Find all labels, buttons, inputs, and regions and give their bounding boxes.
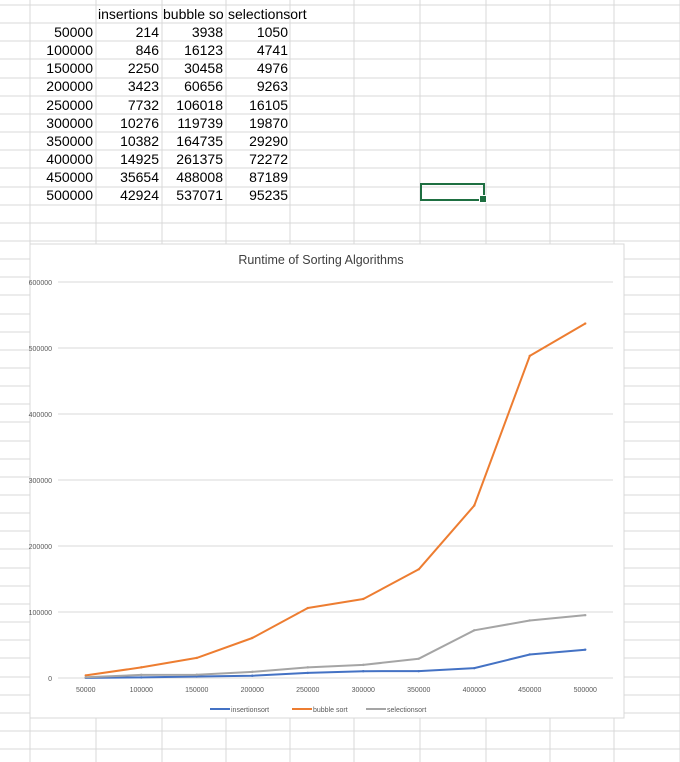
series-line[interactable] bbox=[85, 614, 586, 679]
table-cell[interactable]: 87189 bbox=[249, 169, 288, 186]
table-cell[interactable]: 300000 bbox=[46, 114, 93, 131]
table-cell[interactable]: 164735 bbox=[176, 132, 223, 149]
table-cell[interactable]: 500000 bbox=[46, 187, 93, 204]
table-cell[interactable]: 14925 bbox=[120, 151, 159, 168]
table-cell[interactable]: 400000 bbox=[46, 151, 93, 168]
table-cell[interactable]: 30458 bbox=[184, 60, 223, 77]
table-cell[interactable]: 42924 bbox=[120, 187, 159, 204]
table-cell[interactable]: 50000 bbox=[54, 24, 93, 40]
table-cell[interactable]: 19870 bbox=[249, 114, 288, 131]
table-cell[interactable]: 200000 bbox=[46, 78, 93, 95]
series-line[interactable] bbox=[85, 322, 586, 677]
series-line[interactable] bbox=[85, 648, 586, 679]
selected-cell[interactable] bbox=[420, 183, 487, 203]
table-cell[interactable]: 9263 bbox=[256, 78, 288, 95]
table-cell[interactable]: 106018 bbox=[176, 96, 223, 113]
table-cell[interactable]: 3938 bbox=[191, 24, 223, 40]
table-cell[interactable]: 214 bbox=[135, 24, 159, 40]
table-cell[interactable]: 60656 bbox=[184, 78, 223, 95]
table-cell[interactable]: 1050 bbox=[256, 24, 288, 40]
table-cell[interactable]: 846 bbox=[135, 42, 159, 59]
table-cell[interactable]: 119739 bbox=[177, 114, 223, 131]
chart-frame[interactable] bbox=[29, 243, 625, 719]
table-cell[interactable]: 7732 bbox=[127, 96, 159, 113]
column-header[interactable]: bubble so bbox=[163, 6, 224, 22]
table-cell[interactable]: 95235 bbox=[249, 187, 288, 204]
table-cell[interactable]: 537071 bbox=[176, 187, 223, 204]
table-cell[interactable]: 29290 bbox=[249, 132, 288, 149]
table-cell[interactable]: 10382 bbox=[120, 132, 159, 149]
table-cell[interactable]: 35654 bbox=[120, 169, 159, 186]
table-cell[interactable]: 16123 bbox=[184, 42, 223, 59]
table-cell[interactable]: 350000 bbox=[46, 132, 93, 149]
fill-handle[interactable] bbox=[479, 195, 487, 203]
table-cell[interactable]: 450000 bbox=[46, 169, 93, 186]
table-cell[interactable]: 4741 bbox=[256, 42, 288, 59]
table-cell[interactable]: 150000 bbox=[46, 60, 93, 77]
table-cell[interactable]: 2250 bbox=[127, 60, 159, 77]
column-header[interactable]: insertions bbox=[98, 6, 158, 22]
table-cell[interactable]: 16105 bbox=[249, 96, 288, 113]
table-cell[interactable]: 72272 bbox=[249, 151, 288, 168]
table-cell[interactable]: 261375 bbox=[176, 151, 223, 168]
table-cell[interactable]: 100000 bbox=[46, 42, 93, 59]
table-cell[interactable]: 3423 bbox=[127, 78, 159, 95]
table-cell[interactable]: 10276 bbox=[120, 114, 159, 131]
table-cell[interactable]: 4976 bbox=[256, 60, 288, 77]
table-cell[interactable]: 488008 bbox=[176, 169, 223, 186]
table-cell[interactable]: 250000 bbox=[46, 96, 93, 113]
column-header[interactable]: selectionsort bbox=[228, 6, 307, 22]
